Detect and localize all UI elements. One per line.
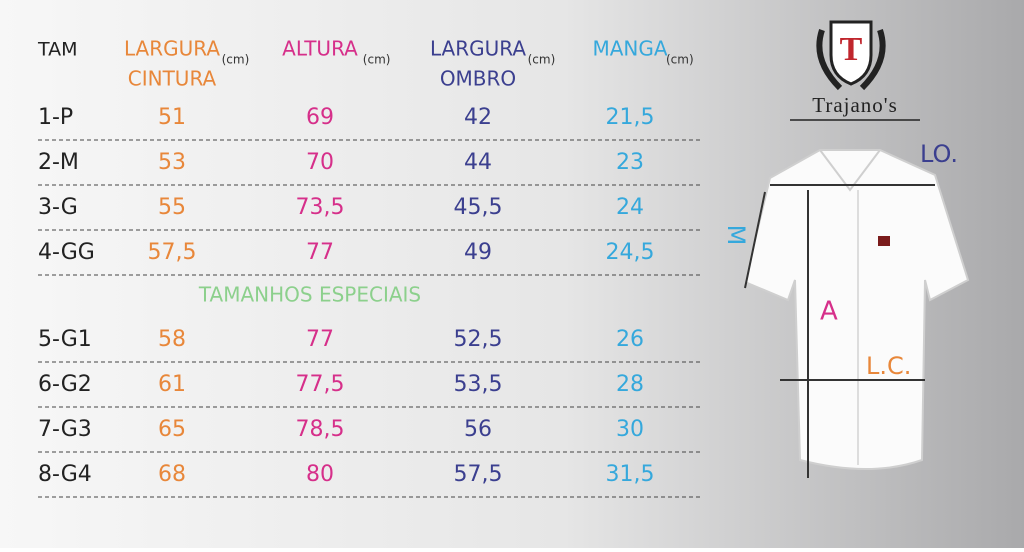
column-header: LARGURA [124, 37, 220, 61]
column-header: OMBRO [440, 67, 516, 91]
size-value: 77 [306, 240, 334, 265]
waist-label: L.C. [866, 352, 911, 380]
size-value: 44 [464, 150, 492, 175]
size-value: 24,5 [606, 240, 655, 265]
size-value: 69 [306, 105, 334, 130]
size-value: 57,5 [148, 240, 197, 265]
size-name: 3-G [38, 195, 78, 220]
column-unit: (cm) [666, 53, 694, 67]
size-value: 52,5 [454, 327, 503, 352]
size-value: 68 [158, 462, 186, 487]
size-value: 53 [158, 150, 186, 175]
size-value: 80 [306, 462, 334, 487]
size-name: 7-G3 [38, 417, 92, 442]
emblem [878, 236, 890, 246]
size-value: 49 [464, 240, 492, 265]
monogram: T [840, 31, 863, 68]
shirt-body [743, 149, 970, 470]
size-value: 58 [158, 327, 186, 352]
section-label: TAMANHOS ESPECIAIS [198, 283, 421, 307]
brand-logo: T Trajano's [790, 20, 920, 121]
size-name: 1-P [38, 105, 73, 130]
size-value: 77 [306, 327, 334, 352]
size-value: 65 [158, 417, 186, 442]
laurel [816, 29, 886, 91]
size-value: 70 [306, 150, 334, 175]
size-value: 28 [616, 372, 644, 397]
size-value: 21,5 [606, 105, 655, 130]
size-value: 26 [616, 327, 644, 352]
column-header: CINTURA [128, 67, 217, 91]
size-value: 57,5 [454, 462, 503, 487]
height-label: A [820, 297, 838, 327]
collar [819, 149, 881, 192]
column-unit: (cm) [222, 53, 250, 67]
column-header: MANGA [592, 37, 667, 61]
column-header: ALTURA [282, 37, 358, 61]
size-value: 51 [158, 105, 186, 130]
size-name: 5-G1 [38, 327, 92, 352]
shield [829, 20, 873, 86]
sleeve-label: M [722, 225, 750, 246]
size-name: 6-G2 [38, 372, 92, 397]
column-unit: (cm) [363, 53, 391, 67]
shirt: LO. M A L.C. [722, 140, 970, 478]
column-header: TAM [37, 39, 78, 61]
size-value: 24 [616, 195, 644, 220]
size-value: 30 [616, 417, 644, 442]
size-value: 53,5 [454, 372, 503, 397]
shoulder-label: LO. [920, 140, 958, 168]
size-value: 78,5 [296, 417, 345, 442]
size-name: 8-G4 [38, 462, 92, 487]
sleeve-arrow [744, 191, 766, 289]
size-value: 31,5 [606, 462, 655, 487]
size-value: 45,5 [454, 195, 503, 220]
size-value: 55 [158, 195, 186, 220]
size-value: 61 [158, 372, 186, 397]
brand-name: Trajano's [812, 93, 898, 117]
size-name: 2-M [38, 150, 79, 175]
size-value: 42 [464, 105, 492, 130]
size-value: 56 [464, 417, 492, 442]
size-value: 73,5 [296, 195, 345, 220]
column-unit: (cm) [528, 53, 556, 67]
size-name: 4-GG [38, 240, 95, 265]
size-value: 23 [616, 150, 644, 175]
column-header: LARGURA [430, 37, 526, 61]
size-value: 77,5 [296, 372, 345, 397]
